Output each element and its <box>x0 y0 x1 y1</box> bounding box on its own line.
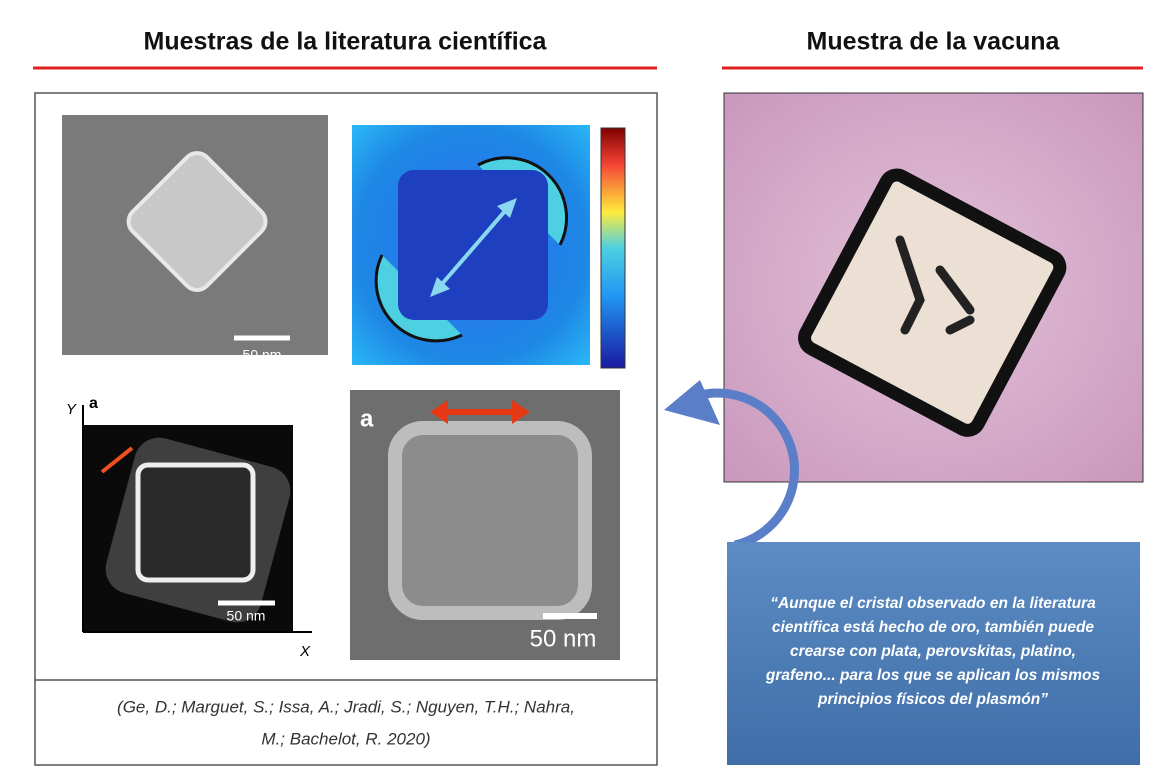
curved-arrow-head <box>664 380 720 425</box>
curved-arrow <box>698 388 799 550</box>
arrow-head <box>430 277 450 297</box>
y-axis-label: Y <box>66 401 77 418</box>
quote-line: principios físicos del plasmón” <box>817 691 1048 708</box>
polarization-arrow <box>433 201 514 294</box>
scale-label: 50 nm <box>530 625 597 652</box>
panel-label: a <box>89 395 98 412</box>
field-cube <box>398 170 548 320</box>
nanocube <box>388 421 592 620</box>
scale-label: 50 nm <box>227 608 266 624</box>
quote-line: científica está hecho de oro, también pu… <box>772 619 1095 636</box>
color-bar <box>600 127 626 369</box>
right-heading: Muestra de la vacuna <box>807 28 1061 56</box>
x-axis-label: X <box>299 643 311 660</box>
dark-cube <box>135 462 256 583</box>
citation-line: (Ge, D.; Marguet, S.; Issa, A.; Jradi, S… <box>117 697 575 716</box>
arrow-head <box>497 198 517 218</box>
quote-line: crearse con plata, perovskitas, platino, <box>790 643 1076 660</box>
left-heading: Muestras de la literatura científica <box>144 28 548 56</box>
polarization-arrow <box>100 446 134 474</box>
quote-line: “Aunque el cristal observado en la liter… <box>770 595 1096 612</box>
vaccine-crystal <box>798 168 1067 437</box>
citation-line: M.; Bachelot, R. 2020) <box>261 729 430 748</box>
panel-label: a <box>360 405 374 432</box>
nanocube <box>126 151 268 292</box>
arrow-head <box>430 400 448 424</box>
crystal-defects <box>895 235 975 335</box>
arrow-head <box>512 400 530 424</box>
scale-label: 50 nm <box>243 347 282 363</box>
quote-line: grafeno... para los que se aplican los m… <box>765 667 1101 684</box>
quote-box <box>727 542 1140 765</box>
